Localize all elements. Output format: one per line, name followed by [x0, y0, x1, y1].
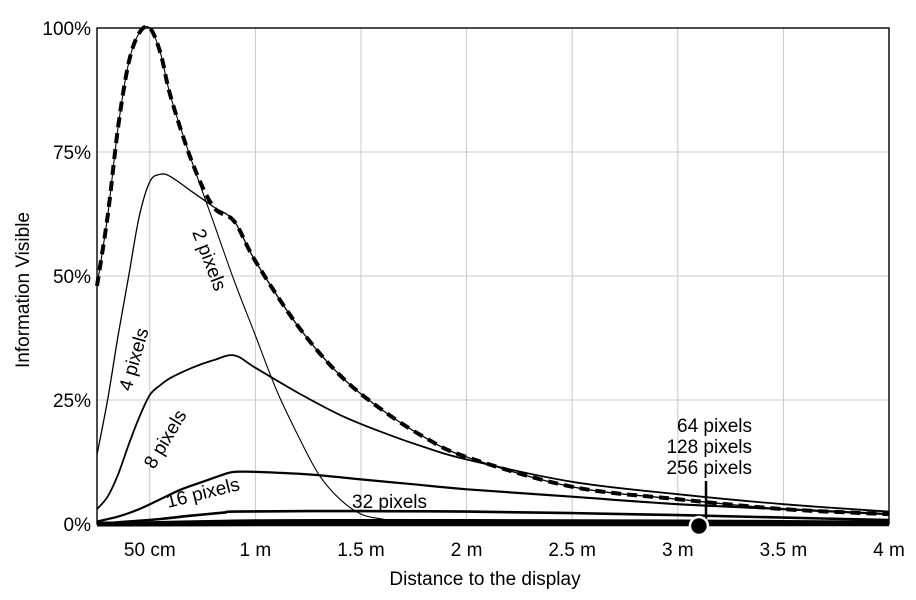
series-4-pixels-line: [96, 173, 890, 515]
x-tick-label-50-cm: 50 cm: [124, 540, 176, 561]
plot-frame: [96, 27, 890, 525]
y-tick-label-75: 75%: [53, 143, 91, 164]
series-16-pixels-line: [96, 470, 890, 523]
curve-labels: 2 pixels 4 pixels 8 pixels 16 pixels 32 …: [116, 226, 752, 519]
y-axis-title: Information Visible: [13, 212, 34, 368]
x-axis-title: Distance to the display: [389, 569, 581, 590]
x-tick-label-4-m: 4 m: [873, 540, 905, 561]
x-tick-label-2-m: 2 m: [451, 540, 483, 561]
x-tick-label-3-5-m: 3.5 m: [760, 540, 808, 561]
x-tick-label-1-m: 1 m: [240, 540, 272, 561]
marker-dot: [688, 515, 710, 537]
label-8-pixels: 8 pixels: [140, 407, 191, 473]
grid: [97, 28, 890, 524]
x-tick-labels: 50 cm 1 m 1.5 m 2 m 2.5 m 3 m 3.5 m 4 m: [124, 540, 905, 561]
y-tick-label-100: 100%: [42, 19, 91, 40]
marker-layer: [688, 515, 710, 537]
label-2-pixels: 2 pixels: [187, 226, 230, 294]
label-256-pixels: 256 pixels: [666, 458, 752, 479]
label-4-pixels: 4 pixels: [116, 326, 154, 394]
series-8-pixels-line: [96, 354, 890, 513]
series-envelope-line: [95, 24, 890, 517]
y-tick-label-25: 25%: [53, 391, 91, 412]
y-tick-label-0: 0%: [64, 515, 92, 536]
series-32-pixels-line: [96, 509, 890, 526]
label-128-pixels: 128 pixels: [666, 437, 752, 458]
y-tick-labels: 0% 25% 50% 75% 100%: [42, 19, 91, 536]
x-tick-label-1-5-m: 1.5 m: [337, 540, 385, 561]
y-tick-label-50: 50%: [53, 267, 91, 288]
label-16-pixels: 16 pixels: [164, 474, 242, 513]
x-tick-label-2-5-m: 2.5 m: [548, 540, 596, 561]
label-64-pixels: 64 pixels: [677, 416, 752, 437]
label-32-pixels: 32 pixels: [352, 492, 427, 513]
x-tick-label-3-m: 3 m: [662, 540, 694, 561]
